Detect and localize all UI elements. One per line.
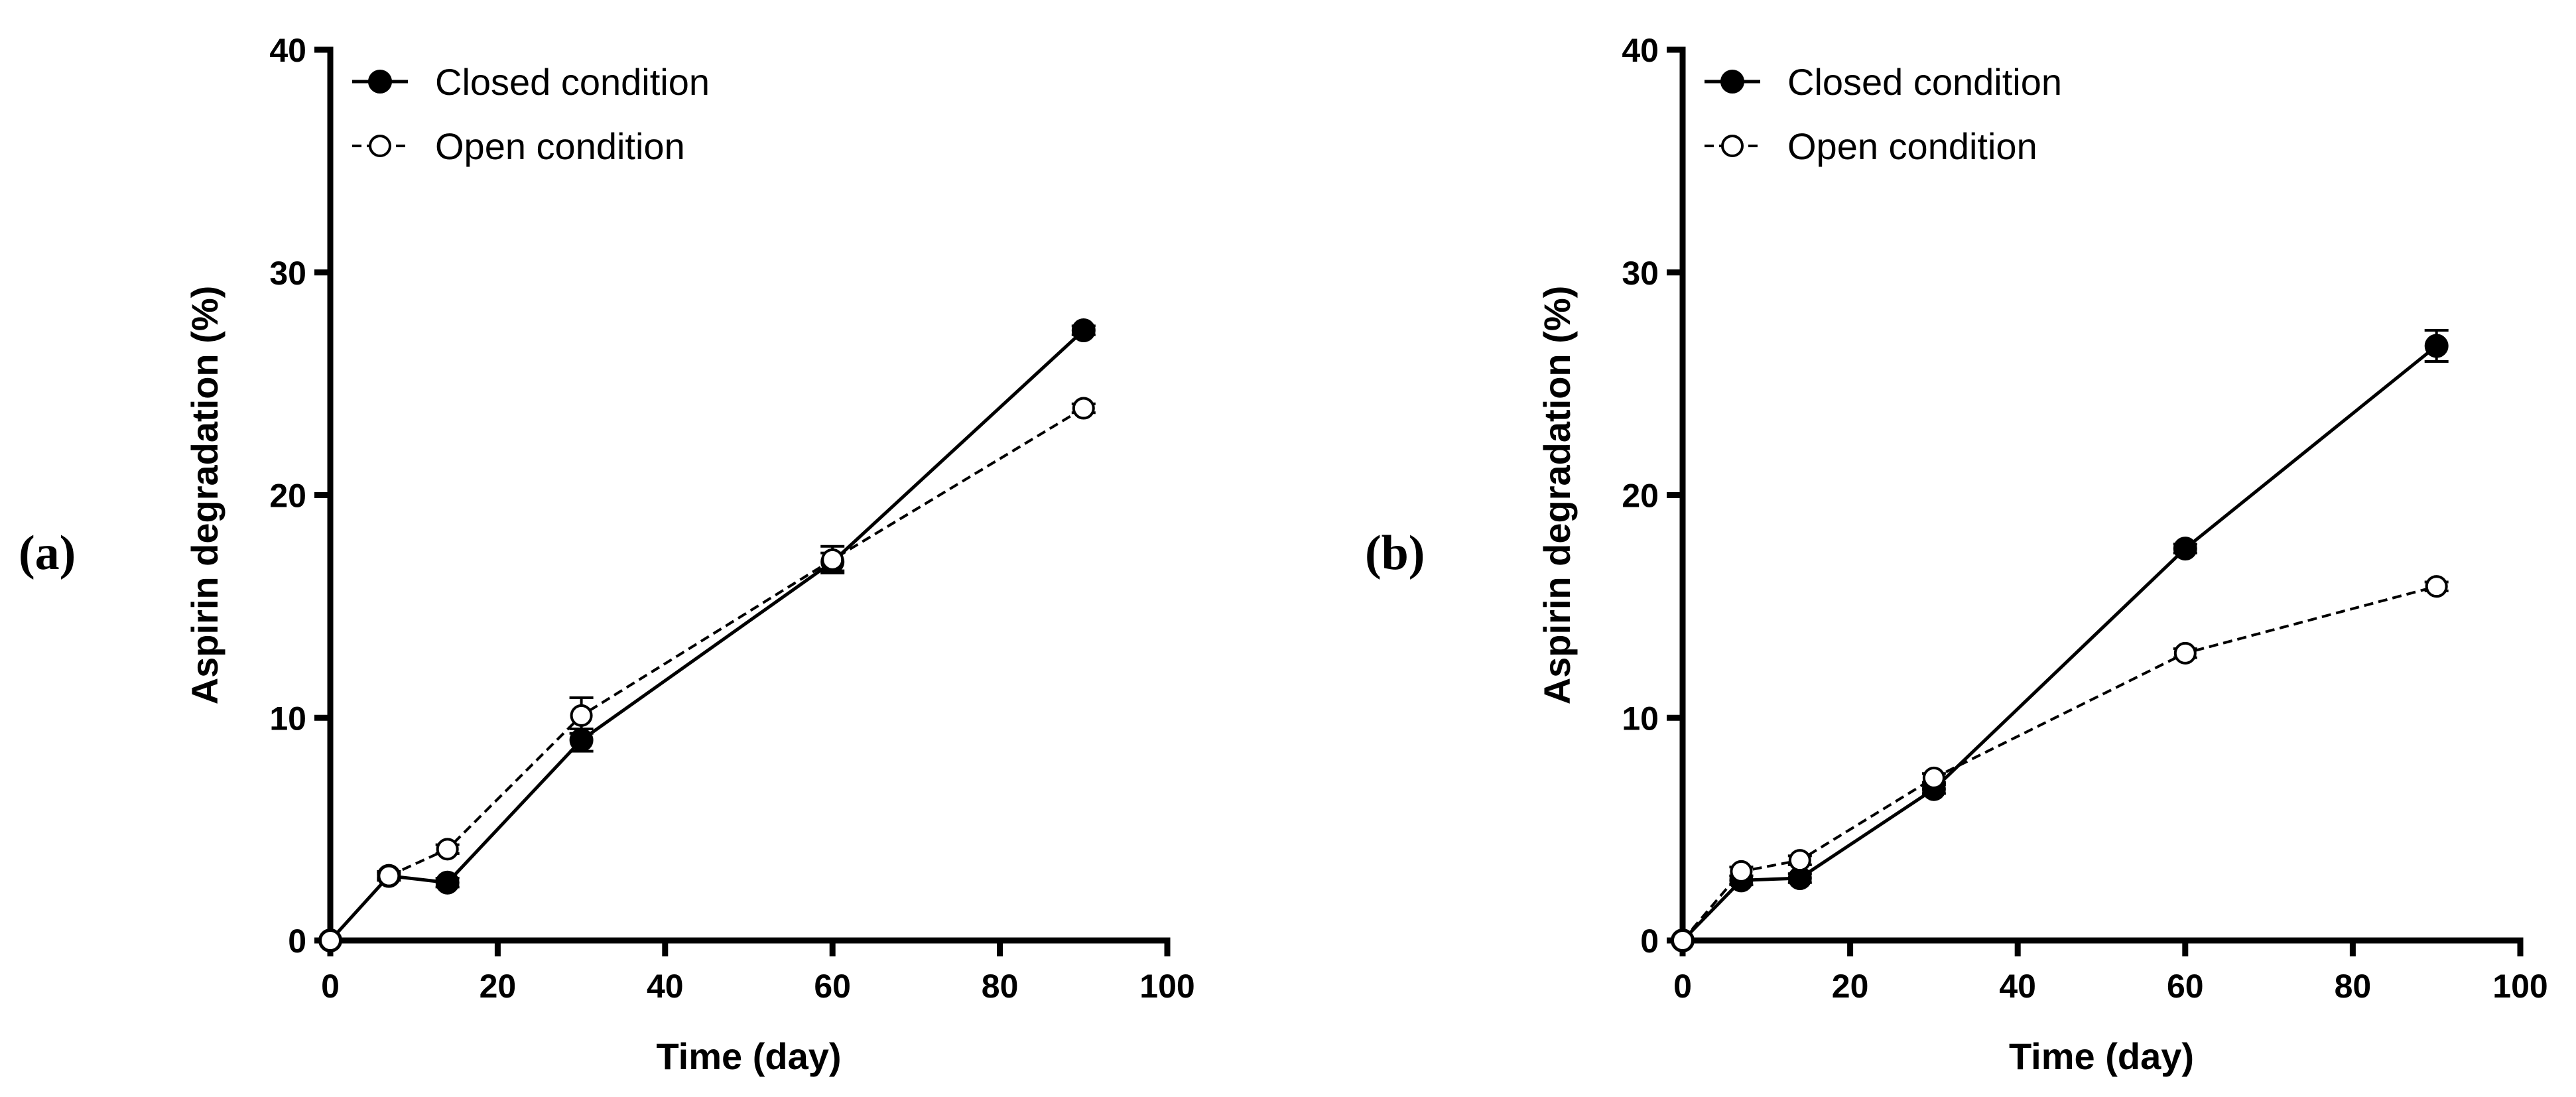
- chart-a-series-open-point: [436, 838, 459, 861]
- chart-a-legend-label: Closed condition: [435, 61, 710, 103]
- chart-b-series-open-point: [1671, 929, 1694, 952]
- chart-a-y-axis-label: Aspirin degradation (%): [184, 286, 225, 705]
- chart-b-series-closed-line: [1681, 344, 2438, 942]
- chart-a-ytick-label: 40: [269, 32, 306, 69]
- chart-a-legend-marker: [368, 70, 392, 94]
- chart-a-series-closed-point: [435, 870, 460, 895]
- chart-a-xtick-label: 20: [480, 968, 517, 1005]
- chart-a-panel-label: (a): [19, 526, 76, 580]
- chart-b-x-axis-label: Time (day): [2009, 1035, 2194, 1077]
- chart-b-ytick-label: 10: [1622, 700, 1659, 737]
- chart-b-legend-marker: [1720, 70, 1744, 94]
- chart-b: (b) 0 10 20 30 40 0 20 40 60 80 100 Time (day) Aspiri…: [1365, 32, 2548, 1077]
- chart-a-ytick-label: 10: [269, 700, 306, 737]
- chart-b-xtick-label: 40: [1999, 968, 2036, 1005]
- chart-b-legend-label: Open condition: [1787, 125, 2037, 167]
- chart-b-legend-label: Closed condition: [1787, 61, 2062, 103]
- chart-b-series-open: [1671, 575, 2449, 952]
- chart-a-series-open-point: [1072, 397, 1095, 420]
- chart-a-series-open-line: [329, 407, 1084, 942]
- chart-a-series-closed: [318, 318, 1096, 952]
- chart-b-series-closed-point: [2173, 537, 2197, 561]
- chart-b-ytick-label: 40: [1622, 32, 1659, 69]
- chart-b-xtick-label: 0: [1673, 968, 1692, 1005]
- chart-b-xtick-label: 60: [2167, 968, 2204, 1005]
- chart-a-series-open-point: [377, 864, 401, 887]
- chart-b-y-axis-label: Aspirin degradation (%): [1536, 286, 1578, 705]
- chart-b-legend: Closed condition Open condition: [1705, 61, 2062, 167]
- chart-b-series-open-line: [1681, 585, 2437, 942]
- chart-a-legend-label: Open condition: [435, 125, 685, 167]
- chart-a-x-axis-label: Time (day): [656, 1035, 841, 1077]
- chart-a-series-open-point: [319, 929, 342, 952]
- chart-a-axes: [327, 46, 1171, 944]
- chart-b-legend-marker: [1721, 135, 1744, 157]
- chart-b-series-open-point: [2173, 641, 2197, 665]
- chart-b-xtick-label: 80: [2335, 968, 2372, 1005]
- chart-b-series-open-point: [1922, 766, 1945, 789]
- chart-b-panel-label: (b): [1365, 526, 1425, 580]
- chart-a-series-open-point: [821, 548, 844, 571]
- chart-a-series-closed-point: [1071, 318, 1096, 343]
- chart-a-ytick-label: 0: [288, 923, 306, 960]
- chart-a-xtick-label: 0: [321, 968, 340, 1005]
- chart-b-ytick-label: 0: [1640, 923, 1659, 960]
- chart-a-series-open: [319, 397, 1096, 952]
- chart-a-xtick-label: 80: [982, 968, 1019, 1005]
- chart-b-series-open-point: [1788, 849, 1811, 872]
- chart-a-series-open-point: [570, 704, 593, 727]
- chart-a-xtick-label: 40: [647, 968, 684, 1005]
- chart-a-ytick-label: 30: [269, 255, 306, 292]
- chart-a: (a) 0 10 20 30 40 0 20 40 60 80 100 Time (day) Aspiri…: [19, 32, 1195, 1077]
- chart-a-legend: Closed condition Open condition: [352, 61, 710, 167]
- chart-b-ytick-label: 30: [1622, 255, 1659, 292]
- chart-b-series-closed: [1671, 329, 2449, 952]
- chart-a-xtick-label: 100: [1139, 968, 1194, 1005]
- chart-a-ytick-label: 20: [269, 478, 306, 515]
- chart-a-legend-marker: [369, 135, 391, 157]
- chart-b-xtick-label: 20: [1832, 968, 1869, 1005]
- chart-b-series-open-point: [1730, 860, 1753, 883]
- chart-a-series-closed-line: [329, 329, 1085, 942]
- chart-a-xtick-label: 60: [814, 968, 851, 1005]
- chart-b-ytick-label: 20: [1622, 478, 1659, 515]
- chart-b-xtick-label: 100: [2492, 968, 2547, 1005]
- chart-b-series-closed-point: [2424, 334, 2449, 358]
- chart-b-series-open-point: [2425, 575, 2448, 598]
- chart-b-axes: [1679, 46, 2524, 944]
